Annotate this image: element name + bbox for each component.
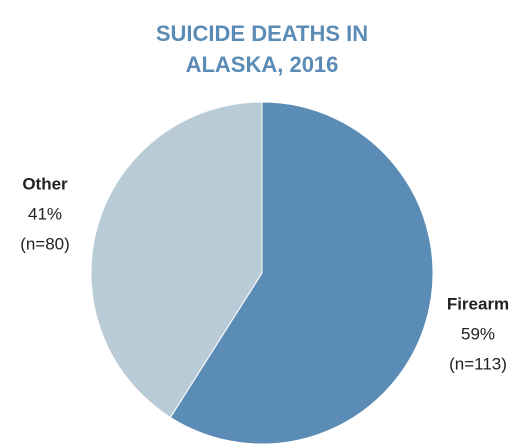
slice-label: Firearm [447, 294, 509, 313]
slice-value-label: 41% [28, 204, 62, 223]
pie-slice [90, 101, 263, 419]
slice-count-label: (n=80) [20, 234, 70, 253]
slice-label: Other [22, 174, 68, 193]
slice-value-label: 59% [461, 324, 495, 343]
slice-count-label: (n=113) [449, 354, 507, 373]
chart-title: SUICIDE DEATHS IN ALASKA, 2016 [155, 21, 369, 77]
